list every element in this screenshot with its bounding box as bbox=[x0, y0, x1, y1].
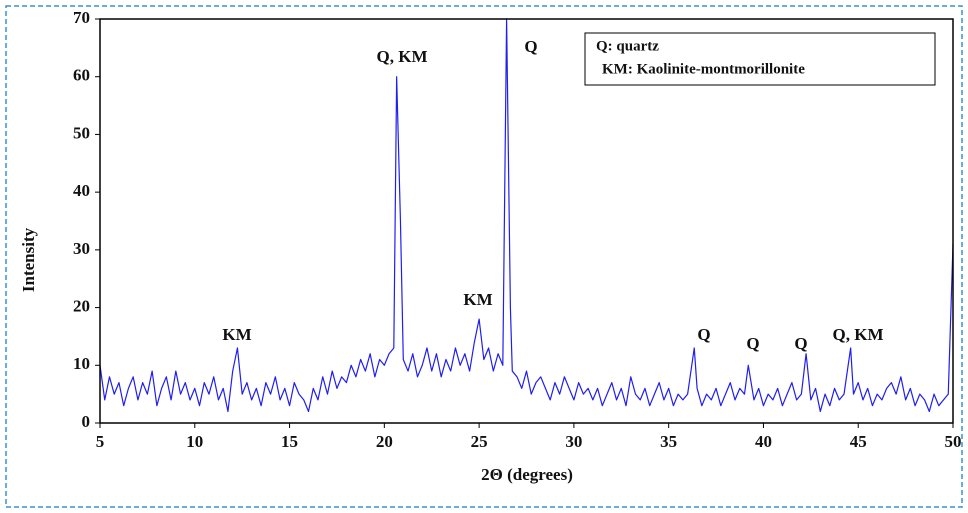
peak-annotation: Q bbox=[524, 37, 537, 56]
peak-annotation: KM bbox=[222, 325, 251, 344]
x-tick-label: 30 bbox=[565, 432, 582, 451]
legend-text: Q: quartz bbox=[596, 38, 659, 54]
x-tick-label: 45 bbox=[850, 432, 867, 451]
y-tick-label: 10 bbox=[73, 354, 90, 373]
x-tick-label: 15 bbox=[281, 432, 298, 451]
x-tick-label: 10 bbox=[186, 432, 203, 451]
peak-annotation: Q, KM bbox=[833, 325, 884, 344]
plot-frame bbox=[99, 18, 954, 424]
legend-text: KM: Kaolinite-montmorillonite bbox=[602, 61, 805, 77]
y-tick-label: 50 bbox=[73, 123, 90, 142]
y-tick-label: 20 bbox=[73, 296, 90, 315]
legend-box bbox=[584, 32, 936, 86]
x-tick-label: 50 bbox=[945, 432, 962, 451]
x-tick-label: 5 bbox=[96, 432, 105, 451]
y-tick-label: 30 bbox=[73, 239, 90, 258]
x-tick-label: 40 bbox=[755, 432, 772, 451]
y-tick-label: 70 bbox=[73, 8, 90, 27]
y-tick-label: 40 bbox=[73, 181, 90, 200]
y-tick-label: 60 bbox=[73, 66, 90, 85]
peak-annotation: Q bbox=[746, 334, 759, 353]
legend: Q: quartz KM: Kaolinite-montmorillonite bbox=[584, 32, 936, 86]
x-axis-title: 2Θ (degrees) bbox=[481, 465, 573, 484]
y-tick-label: 0 bbox=[82, 412, 91, 431]
x-tick-label: 20 bbox=[376, 432, 393, 451]
peak-annotation: KM bbox=[463, 290, 492, 309]
peak-annotation: Q bbox=[794, 334, 807, 353]
peak-annotation: Q bbox=[697, 325, 710, 344]
peak-annotation: Q, KM bbox=[377, 47, 428, 66]
x-tick-label: 35 bbox=[660, 432, 677, 451]
data-line bbox=[99, 18, 954, 413]
y-axis-title: Intensity bbox=[19, 227, 38, 292]
x-tick-label: 25 bbox=[471, 432, 488, 451]
